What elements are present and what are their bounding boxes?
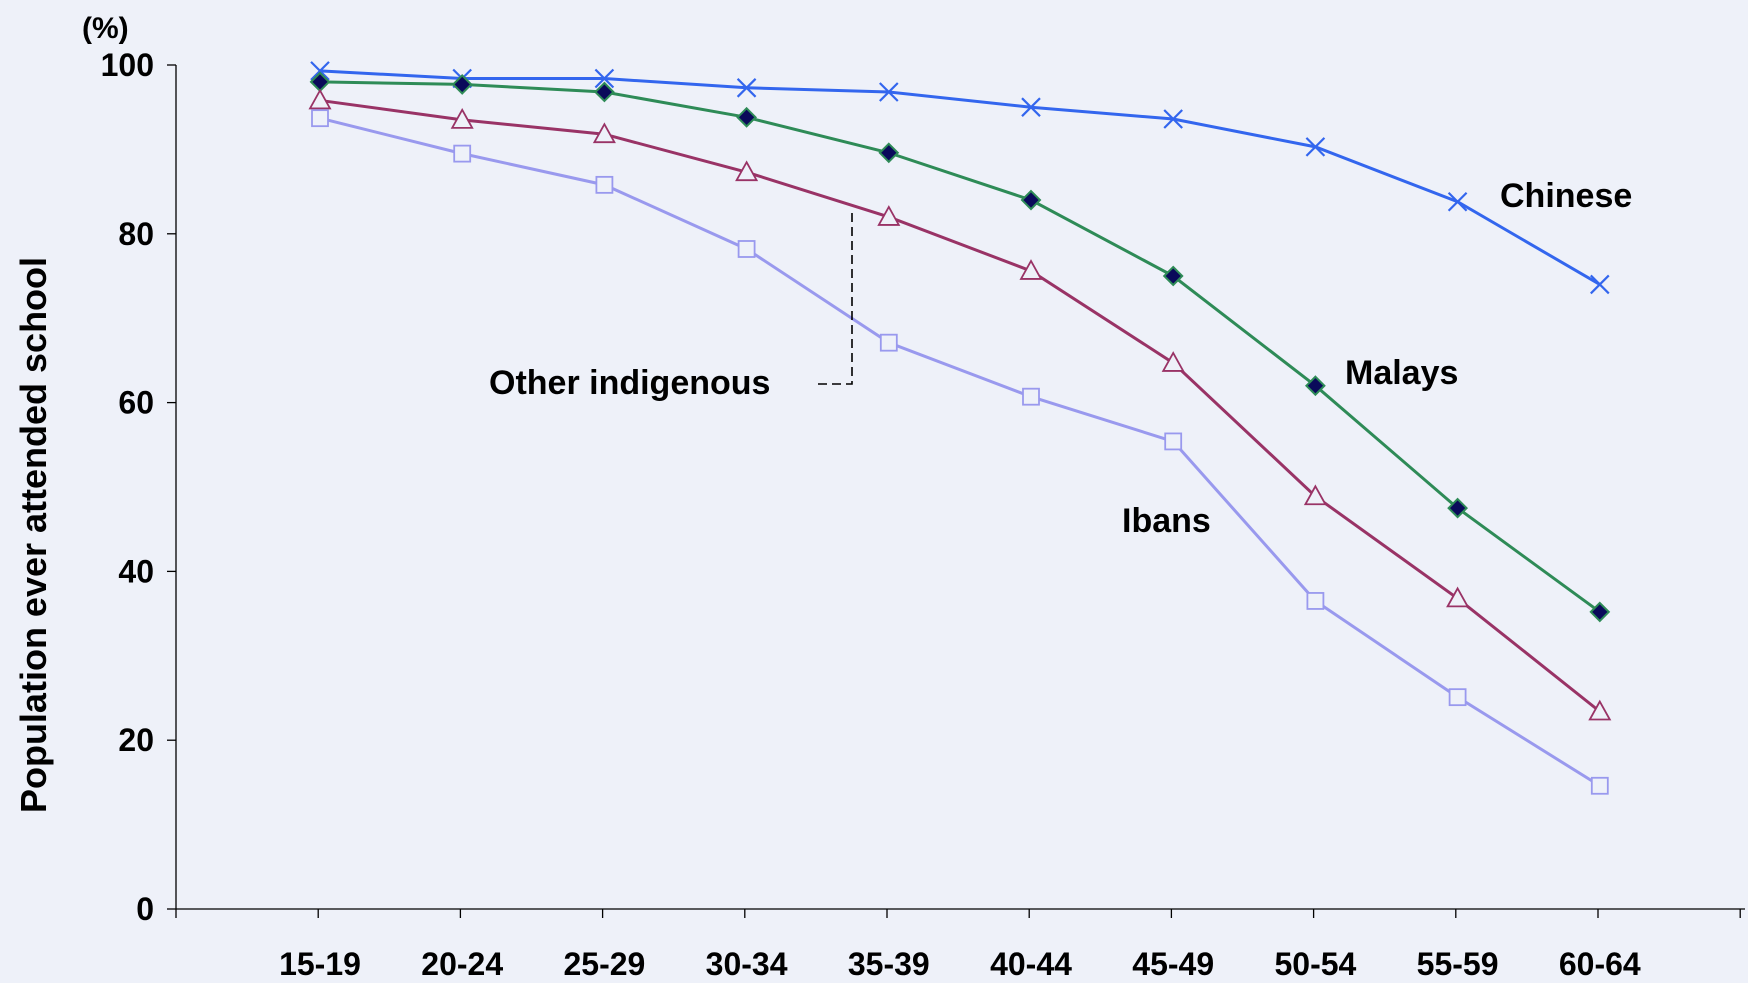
data-point-ibans bbox=[1161, 351, 1185, 372]
x-tick-label: 55-59 bbox=[1417, 946, 1499, 982]
data-point-chinese bbox=[594, 68, 615, 89]
series-malays bbox=[309, 71, 1611, 623]
x-tick-label: 50-54 bbox=[1274, 946, 1356, 982]
annotations: Chinese Malays Ibans Other indigenous bbox=[489, 177, 1632, 540]
y-tick-label: 20 bbox=[118, 722, 154, 758]
data-point-malays bbox=[309, 71, 331, 93]
series-line-malays bbox=[319, 80, 1601, 614]
y-ticks: 0 20 40 60 80 100 bbox=[101, 47, 176, 927]
series-line-ibans bbox=[319, 98, 1601, 713]
data-point-chinese bbox=[310, 61, 330, 81]
data-point-other-indigenous bbox=[1164, 432, 1183, 451]
data-point-ibans bbox=[1303, 484, 1327, 506]
x-tick-label: 45-49 bbox=[1132, 946, 1214, 982]
y-tick-label: 60 bbox=[118, 385, 154, 421]
data-point-other-indigenous bbox=[1590, 776, 1609, 795]
data-point-malays bbox=[1020, 189, 1042, 211]
data-point-malays bbox=[1589, 601, 1611, 623]
data-point-other-indigenous bbox=[453, 144, 472, 163]
data-point-other-indigenous bbox=[595, 175, 614, 194]
data-point-other-indigenous bbox=[1022, 387, 1040, 406]
data-point-other-indigenous bbox=[737, 240, 756, 258]
data-point-ibans bbox=[1588, 699, 1612, 721]
data-point-malays bbox=[451, 73, 473, 95]
data-point-ibans bbox=[877, 205, 901, 226]
data-point-malays bbox=[1304, 375, 1326, 397]
series-label-other-indigenous: Other indigenous bbox=[489, 364, 770, 402]
x-tick-label: 35-39 bbox=[848, 946, 930, 982]
y-unit-label: (%) bbox=[82, 12, 129, 45]
data-point-malays bbox=[736, 106, 758, 128]
data-point-malays bbox=[1447, 497, 1469, 519]
x-tick-label: 40-44 bbox=[990, 946, 1072, 982]
y-tick-label: 40 bbox=[118, 553, 154, 589]
other-indigenous-leader-line bbox=[814, 213, 853, 385]
series-label-ibans: Ibans bbox=[1122, 502, 1211, 540]
data-point-chinese bbox=[1305, 137, 1326, 157]
series-line-chinese bbox=[319, 69, 1601, 286]
series-other-indigenous bbox=[311, 109, 1609, 795]
data-point-ibans bbox=[450, 108, 474, 129]
axes: 0 20 40 60 80 100 15-19 20-24 25-29 30-34 35-39 40… bbox=[101, 47, 1745, 982]
data-point-chinese bbox=[1163, 109, 1183, 129]
data-point-chinese bbox=[736, 78, 757, 98]
data-point-ibans bbox=[1019, 259, 1043, 280]
y-tick-label: 100 bbox=[101, 47, 154, 83]
y-tick-label: 80 bbox=[118, 216, 154, 252]
x-tick-label: 20-24 bbox=[421, 946, 503, 982]
series-group bbox=[308, 61, 1612, 795]
x-ticks: 15-19 20-24 25-29 30-34 35-39 40-44 45-49 50-54… bbox=[175, 909, 1741, 982]
x-tick-label: 60-64 bbox=[1559, 946, 1641, 982]
data-point-other-indigenous bbox=[1448, 688, 1467, 707]
data-point-malays bbox=[593, 81, 615, 103]
data-point-other-indigenous bbox=[1306, 592, 1325, 610]
data-point-chinese bbox=[879, 82, 899, 102]
y-tick-label: 0 bbox=[136, 891, 154, 927]
data-point-chinese bbox=[1021, 97, 1041, 117]
data-point-ibans bbox=[308, 88, 332, 110]
data-point-other-indigenous bbox=[879, 333, 898, 352]
x-tick-label: 15-19 bbox=[279, 946, 361, 982]
data-point-malays bbox=[878, 142, 900, 164]
series-ibans bbox=[308, 88, 1612, 721]
series-label-chinese: Chinese bbox=[1500, 177, 1632, 215]
x-tick-label: 30-34 bbox=[706, 946, 788, 982]
data-point-chinese bbox=[1590, 274, 1610, 295]
series-line-other-indigenous bbox=[319, 116, 1601, 788]
data-point-other-indigenous bbox=[311, 109, 329, 128]
data-point-ibans bbox=[735, 160, 759, 182]
data-point-chinese bbox=[1447, 191, 1468, 212]
data-point-ibans bbox=[1446, 586, 1470, 608]
data-point-malays bbox=[1162, 265, 1184, 287]
series-label-malays: Malays bbox=[1345, 354, 1458, 392]
x-tick-label: 25-29 bbox=[563, 946, 645, 982]
y-axis-title: Population ever attended school bbox=[13, 257, 54, 813]
data-point-ibans bbox=[592, 122, 616, 144]
